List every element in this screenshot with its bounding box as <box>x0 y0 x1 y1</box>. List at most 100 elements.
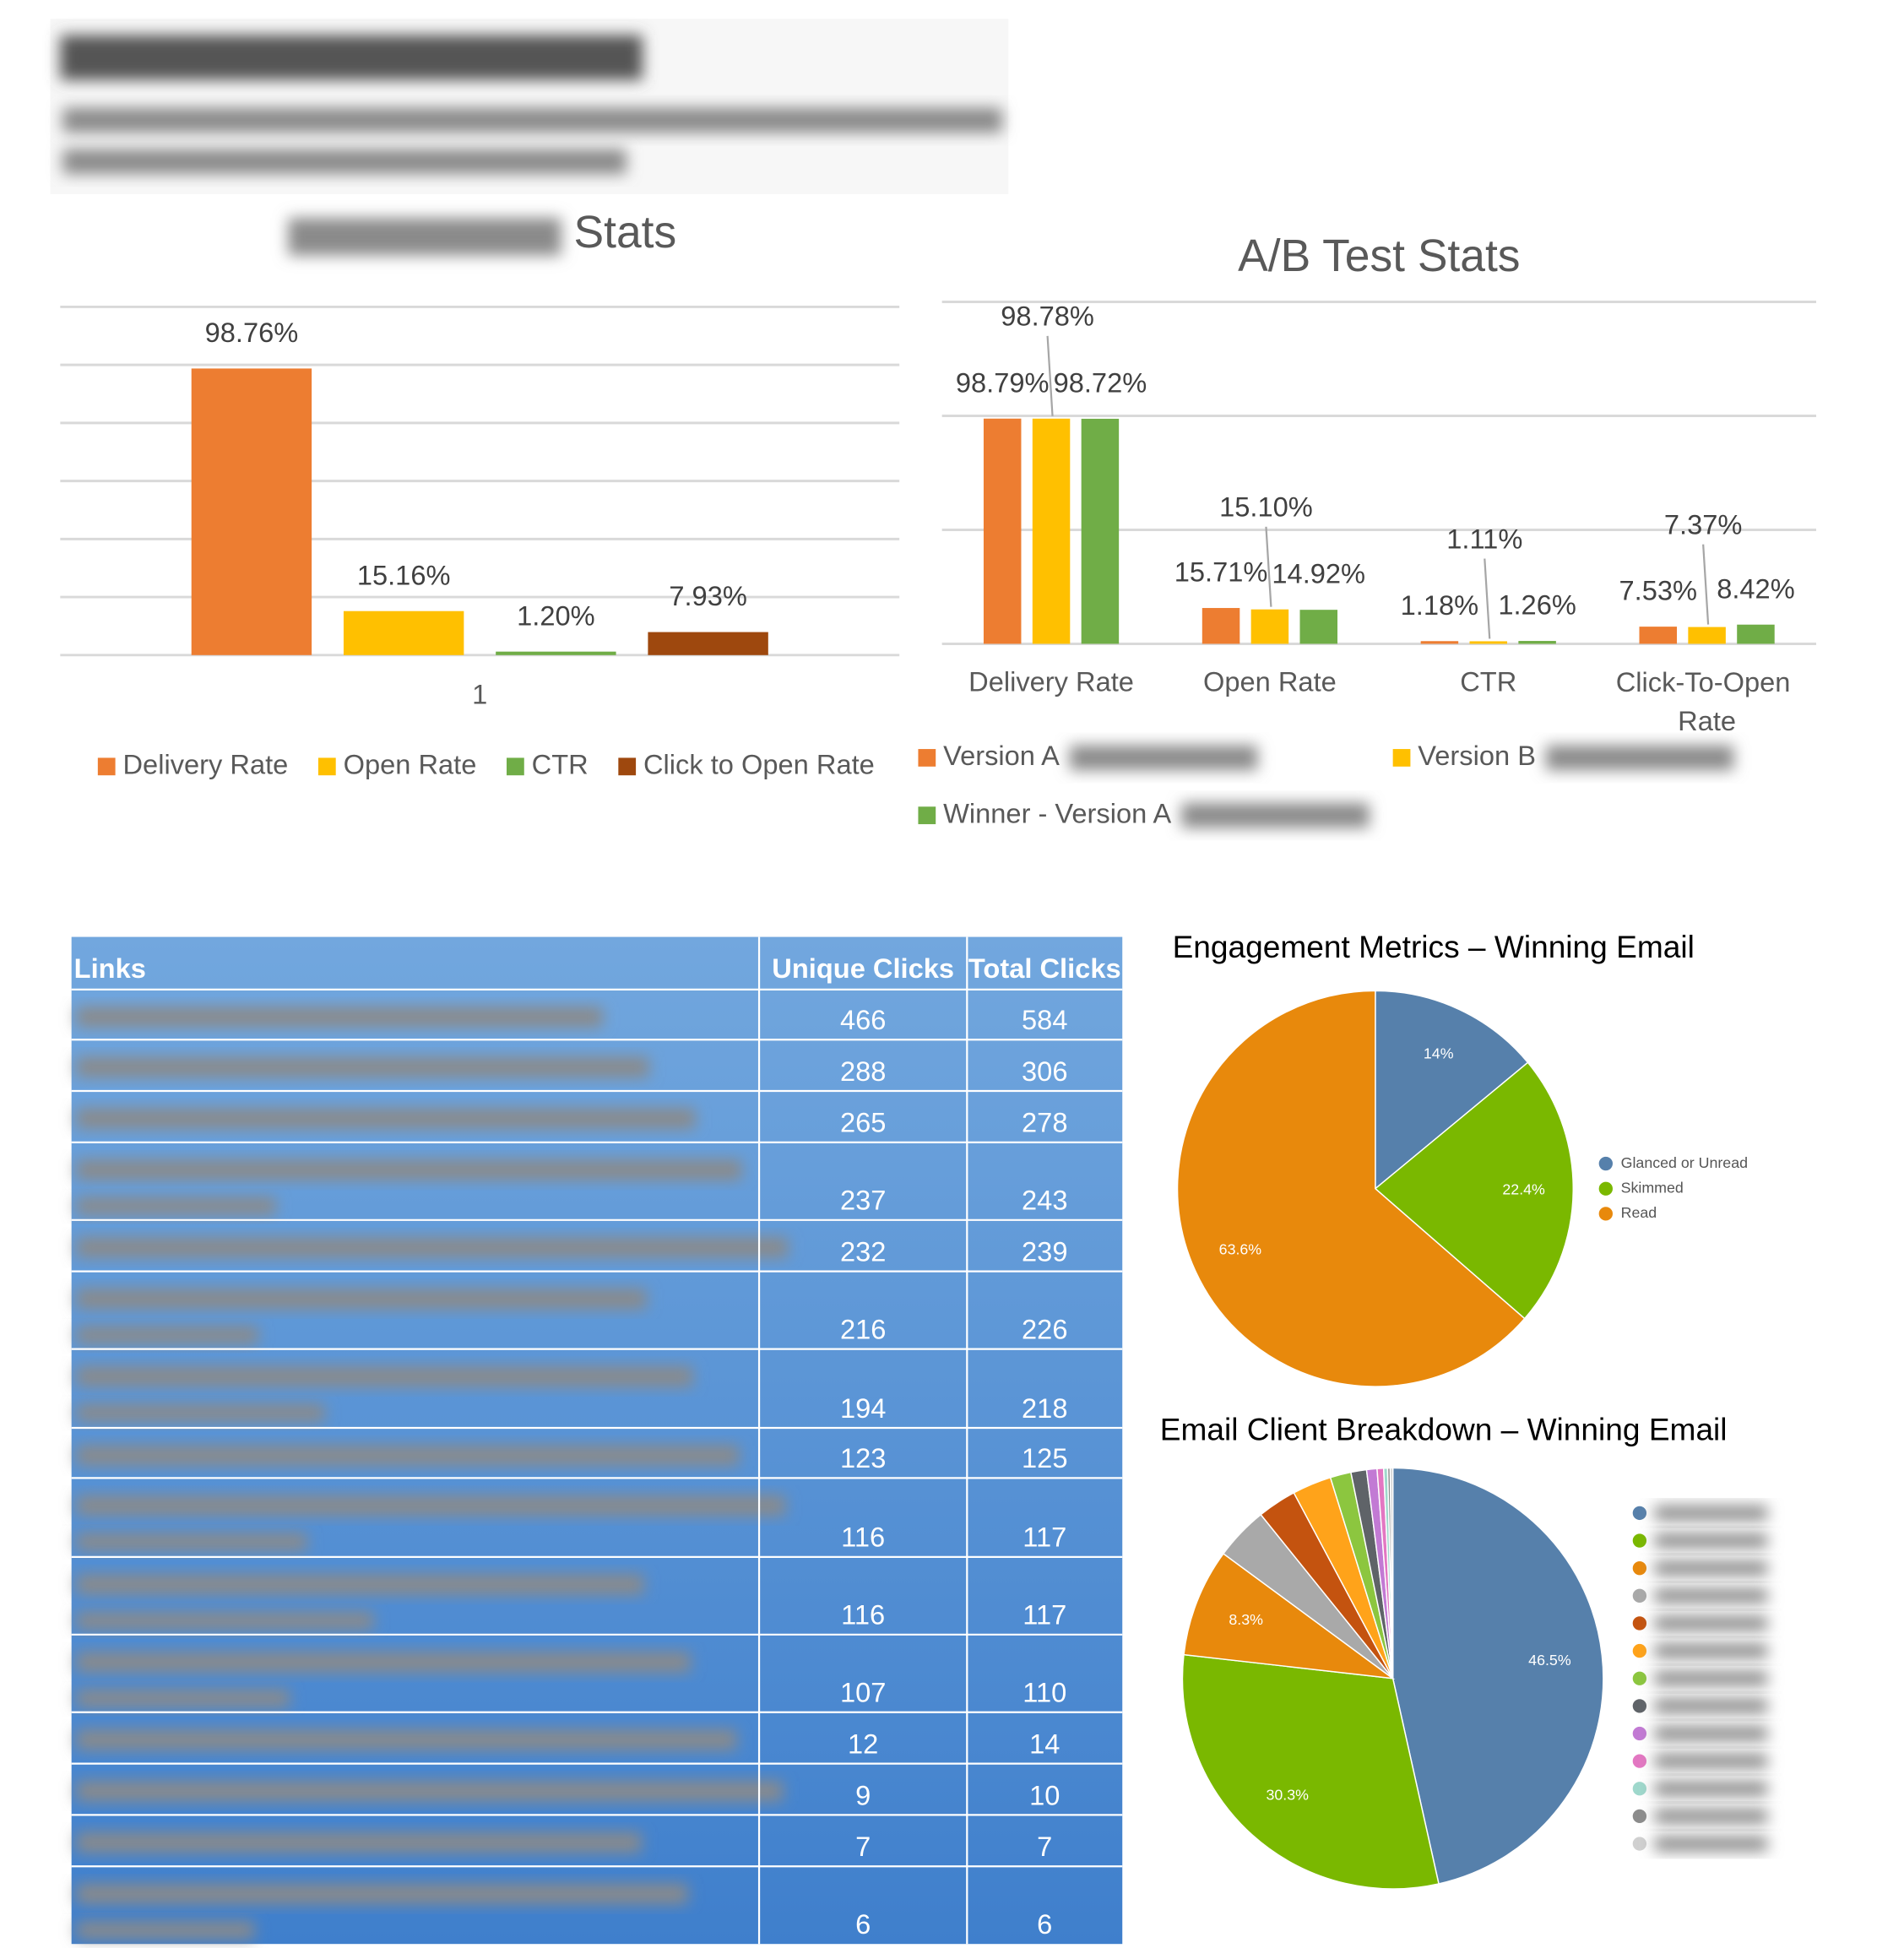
table-cell: 117 <box>1023 1522 1066 1553</box>
legend-swatch <box>1598 1181 1613 1196</box>
x-tick-label: CTR <box>1460 666 1516 697</box>
legend-label: Delivery Rate <box>123 748 289 779</box>
table-cell: 12 <box>848 1728 878 1759</box>
data-label: 8.42% <box>1717 573 1795 604</box>
table-cell: 237 <box>840 1185 886 1216</box>
table-header: Unique Clicks <box>772 952 954 984</box>
legend-label: Read <box>1621 1204 1657 1221</box>
x-tick-label: Open Rate <box>1203 666 1337 697</box>
table-cell: 7 <box>855 1831 871 1862</box>
legend-label: Version A <box>943 740 1060 771</box>
blurred-text <box>76 1921 255 1940</box>
legend-swatch <box>317 757 336 776</box>
table-cell: 107 <box>840 1677 886 1708</box>
blurred-text <box>1654 1698 1768 1714</box>
blurred-text <box>1654 1615 1768 1631</box>
data-label: 15.16% <box>357 559 451 590</box>
table-cell: 232 <box>840 1235 886 1267</box>
legend-swatch <box>1632 1754 1647 1768</box>
blurred-text <box>1654 1533 1768 1549</box>
bar <box>1469 641 1508 644</box>
bar <box>1737 624 1775 644</box>
bar <box>1639 627 1678 644</box>
table-cell: 10 <box>1029 1779 1060 1810</box>
blurred-text <box>76 1612 374 1630</box>
chart-title: A/B Test Stats <box>1238 231 1520 281</box>
blurred-text <box>1654 1781 1768 1797</box>
chart-title: Engagement Metrics – Winning Email <box>1173 929 1695 964</box>
blurred-text <box>76 1832 642 1853</box>
data-label: 7.93% <box>669 580 747 611</box>
legend-swatch <box>1598 1207 1613 1221</box>
blurred-text <box>76 1729 737 1750</box>
data-label: 1.20% <box>517 600 595 631</box>
bar <box>648 632 768 655</box>
leader-line <box>1484 558 1491 639</box>
pie-slice <box>1375 990 1529 1191</box>
table-cell: 466 <box>840 1004 886 1035</box>
table-header: Total Clicks <box>968 952 1121 984</box>
legend-swatch <box>1632 1506 1647 1521</box>
blurred-text <box>62 149 627 175</box>
blurred-text <box>76 1326 258 1344</box>
table-cell: 116 <box>841 1522 885 1553</box>
table-cell: 6 <box>1037 1908 1052 1940</box>
pie-slice <box>1176 990 1526 1387</box>
table-cell: 14 <box>1029 1728 1060 1759</box>
legend-swatch <box>1632 1533 1647 1548</box>
blurred-text <box>76 1056 649 1077</box>
blurred-text <box>76 1533 307 1551</box>
blurred-text <box>1654 1506 1768 1521</box>
bar <box>343 610 464 655</box>
blurred-text <box>288 218 561 256</box>
table-cell: 125 <box>1022 1442 1067 1473</box>
x-tick-label: Click-To-Open Rate <box>1616 666 1798 736</box>
blurred-text <box>76 1781 784 1802</box>
legend-swatch <box>1632 1809 1647 1824</box>
data-label: 15.10% <box>1219 491 1313 523</box>
data-label: 7.37% <box>1664 509 1743 540</box>
blurred-text <box>76 1445 740 1466</box>
table-cell: 110 <box>1023 1677 1066 1708</box>
bar <box>1250 609 1289 644</box>
blurred-text <box>76 1159 742 1180</box>
legend-label: Glanced or Unread <box>1621 1154 1748 1171</box>
pie-slice <box>1389 1467 1394 1679</box>
table-cell: 9 <box>855 1779 871 1810</box>
legend-swatch <box>1392 749 1411 767</box>
blurred-text <box>1654 1808 1768 1824</box>
slice-label: 30.3% <box>1266 1786 1309 1803</box>
blurred-text <box>76 1237 789 1258</box>
data-label: 98.79% <box>956 366 1050 398</box>
slice-label: 8.3% <box>1229 1611 1263 1628</box>
legend-swatch <box>506 757 524 776</box>
blurred-text <box>76 1495 786 1516</box>
bar <box>1420 641 1459 644</box>
table-cell: 117 <box>1023 1599 1066 1631</box>
blurred-text <box>76 1289 647 1310</box>
table-cell: 278 <box>1022 1107 1067 1138</box>
blurred-text <box>76 1574 644 1595</box>
blurred-text <box>1545 745 1734 771</box>
table-cell: 243 <box>1022 1185 1067 1216</box>
pie-slice <box>1183 1552 1396 1680</box>
legend-swatch <box>618 757 637 776</box>
data-label: 1.26% <box>1498 589 1576 621</box>
leader-line <box>1046 335 1054 416</box>
bar <box>191 368 312 655</box>
table-header: Links <box>74 952 146 984</box>
blurred-text <box>76 1197 276 1215</box>
table-cell: 6 <box>855 1908 871 1940</box>
table-cell: 7 <box>1037 1831 1052 1862</box>
slice-label: 63.6% <box>1219 1240 1262 1257</box>
bar <box>983 418 1022 644</box>
data-label: 98.72% <box>1054 367 1147 399</box>
data-label: 15.71% <box>1174 556 1268 588</box>
legend-label: Version B <box>1418 740 1536 771</box>
legend-swatch <box>1598 1156 1613 1171</box>
legend-swatch <box>1632 1671 1647 1685</box>
blurred-text <box>76 1366 693 1387</box>
legend-swatch <box>1632 1561 1647 1576</box>
